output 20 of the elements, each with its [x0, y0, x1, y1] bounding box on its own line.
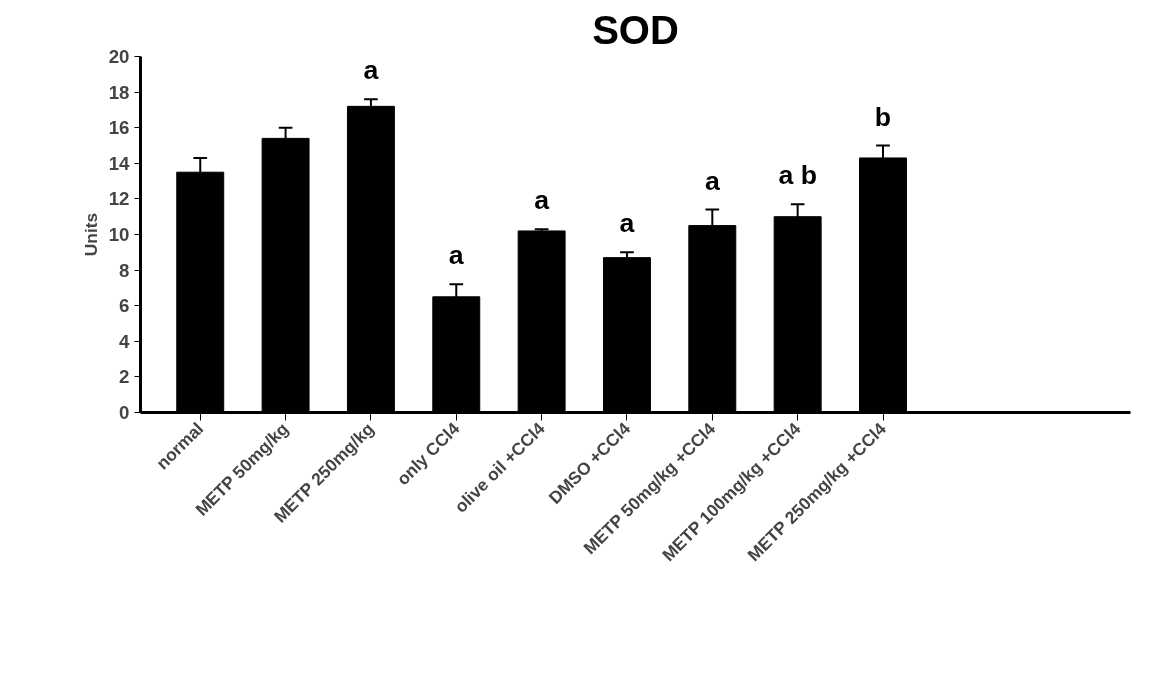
annotation: a [448, 240, 464, 271]
y-tick-label: 12 [108, 188, 130, 210]
annotation: a b [778, 160, 817, 191]
annotation: a [704, 165, 720, 196]
y-tick-label: 4 [119, 330, 131, 352]
y-tick-label: 18 [108, 81, 130, 103]
chart-title: SOD [592, 7, 679, 52]
y-axis-title: Units [80, 212, 101, 257]
y-tick-label: 2 [119, 366, 130, 388]
y-tick-label: 20 [108, 46, 130, 67]
y-tick-label: 14 [108, 152, 131, 174]
y-tick-label: 6 [119, 295, 130, 317]
annotation: a [363, 55, 379, 86]
y-tick-label: 10 [108, 224, 130, 245]
y-tick-label: 16 [108, 117, 130, 139]
y-tick-label: 8 [119, 259, 130, 281]
annotation: a [534, 185, 550, 216]
annotation: a [619, 208, 635, 239]
y-tick-label: 0 [119, 402, 130, 423]
annotation: b [874, 101, 892, 132]
